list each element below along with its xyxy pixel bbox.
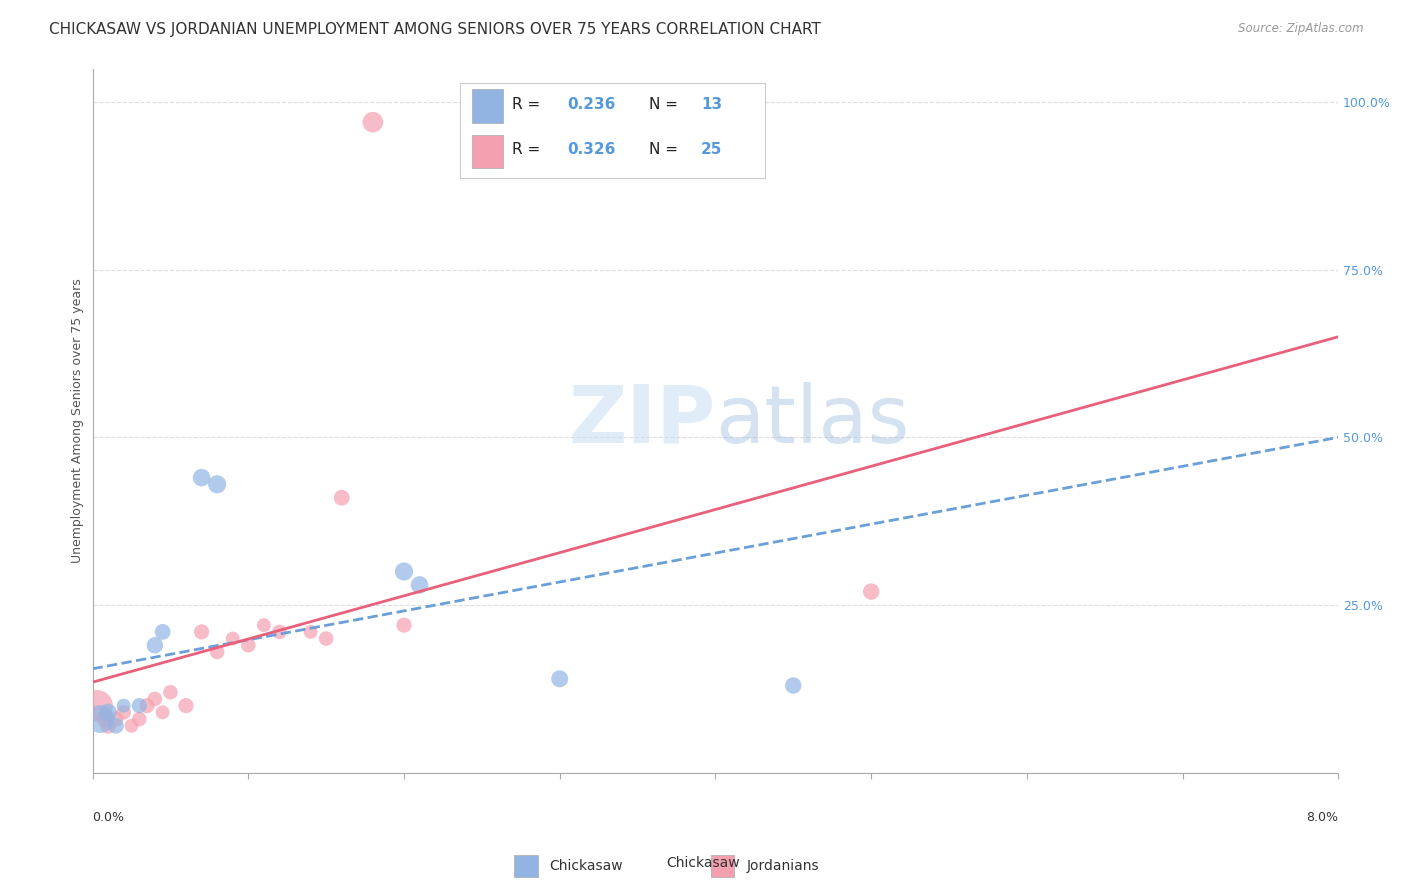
Point — [205, 477, 228, 491]
Point — [136, 698, 159, 713]
Text: Source: ZipAtlas.com: Source: ZipAtlas.com — [1239, 22, 1364, 36]
Point — [89, 712, 111, 726]
Point — [174, 698, 197, 713]
Point — [97, 706, 120, 720]
Text: ZIP: ZIP — [568, 382, 716, 459]
Point — [143, 692, 166, 706]
Point — [860, 584, 883, 599]
Text: atlas: atlas — [716, 382, 910, 459]
Point — [112, 706, 135, 720]
Point — [152, 624, 174, 639]
Point — [112, 698, 135, 713]
Point — [253, 618, 276, 632]
Text: 0.0%: 0.0% — [93, 812, 125, 824]
Point — [143, 638, 166, 652]
Point — [238, 638, 260, 652]
Text: 8.0%: 8.0% — [1306, 812, 1339, 824]
Point — [97, 719, 120, 733]
Point — [190, 470, 212, 484]
Text: CHICKASAW VS JORDANIAN UNEMPLOYMENT AMONG SENIORS OVER 75 YEARS CORRELATION CHAR: CHICKASAW VS JORDANIAN UNEMPLOYMENT AMON… — [49, 22, 821, 37]
Point — [159, 685, 181, 699]
Point — [408, 578, 430, 592]
Point — [190, 624, 212, 639]
FancyBboxPatch shape — [515, 855, 537, 877]
Point — [330, 491, 353, 505]
Point — [471, 115, 494, 129]
Point — [121, 719, 143, 733]
Point — [128, 698, 150, 713]
Text: Chickasaw: Chickasaw — [666, 855, 740, 870]
Point — [299, 624, 322, 639]
Point — [361, 115, 384, 129]
Y-axis label: Unemployment Among Seniors over 75 years: Unemployment Among Seniors over 75 years — [72, 278, 84, 563]
Point — [104, 712, 127, 726]
Text: Chickasaw: Chickasaw — [550, 859, 623, 872]
Point — [392, 565, 415, 579]
Point — [104, 719, 127, 733]
Point — [86, 698, 108, 713]
Point — [392, 618, 415, 632]
Point — [548, 672, 571, 686]
Point — [269, 624, 291, 639]
Point — [222, 632, 245, 646]
Point — [205, 645, 228, 659]
Text: Jordanians: Jordanians — [747, 859, 818, 872]
Point — [152, 706, 174, 720]
Point — [128, 712, 150, 726]
FancyBboxPatch shape — [711, 855, 734, 877]
Point — [782, 679, 804, 693]
Point — [94, 712, 117, 726]
Point — [315, 632, 337, 646]
